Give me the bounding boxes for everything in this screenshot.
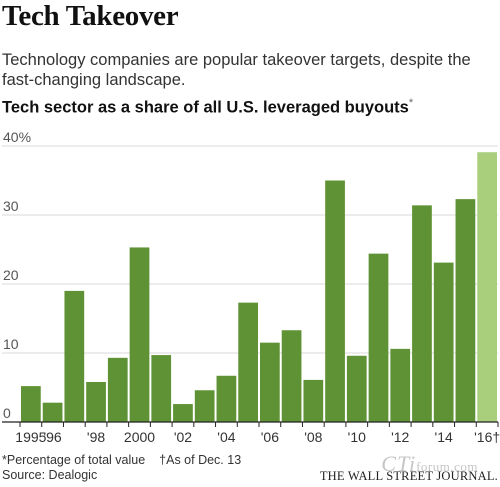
bar-2000 [129, 247, 150, 422]
y-tick-label: 10 [3, 336, 19, 352]
y-tick-label: 20 [3, 267, 19, 283]
bar-2015 [455, 199, 476, 422]
footnote-percentage: *Percentage of total value [2, 453, 146, 467]
x-tick-label: '02 [174, 429, 192, 445]
chart-heading-footnote-mark: * [408, 97, 414, 109]
bar-2012 [390, 348, 411, 422]
watermark-logo-text: CTi [381, 451, 417, 476]
bar-1999 [107, 357, 128, 422]
bar-2003 [194, 390, 215, 422]
bar-2002 [173, 404, 193, 422]
bar-2011 [368, 253, 389, 422]
chart-title: Tech Takeover [2, 0, 179, 32]
bar-2006 [260, 342, 280, 422]
bar-2001 [151, 355, 172, 422]
y-tick-label: 30 [3, 198, 19, 214]
bar-2016 [477, 152, 497, 422]
watermark-domain: forum.com [416, 459, 478, 474]
bar-1996 [42, 402, 63, 422]
bar-2013 [412, 205, 432, 422]
y-tick-label: 0 [3, 405, 11, 421]
x-tick-label: '08 [304, 429, 322, 445]
bar-2008 [303, 379, 324, 422]
x-tick-label: '04 [217, 429, 235, 445]
x-tick-label: 1995 [15, 429, 46, 445]
bar-chart: 0 10 20 30 40% 1995'96 '98 2000 '02 '04 '06 '08 '10 '… [2, 129, 500, 445]
bar-2004 [216, 375, 237, 422]
bar-2009 [325, 180, 345, 422]
x-tick-label: '96 [43, 429, 61, 445]
publisher-credit: THE WALL STREET JOURNAL. [319, 469, 498, 483]
chart-subtitle: Technology companies are popular takeove… [2, 51, 471, 89]
bar-2007 [281, 330, 302, 422]
x-tick-label: '14 [435, 429, 453, 445]
bar-2014 [433, 262, 454, 422]
x-tick-label: '06 [261, 429, 279, 445]
bar-1998 [86, 381, 106, 422]
chart-heading: Tech sector as a share of all U.S. lever… [2, 97, 413, 118]
x-tick-label: '12 [391, 429, 409, 445]
source-note: Source: Dealogic [2, 468, 98, 482]
footnote-as-of: †As of Dec. 13 [159, 453, 242, 467]
bar-1997 [64, 290, 85, 422]
y-tick-label: 40% [3, 129, 31, 145]
x-tick-label: '98 [87, 429, 105, 445]
watermark-logo: CTiforum.com [381, 451, 478, 477]
x-tick-label: '16† [474, 429, 500, 445]
chart-heading-text: Tech sector as a share of all U.S. lever… [2, 98, 409, 117]
bar-2010 [346, 355, 367, 422]
footnotes: *Percentage of total value †As of Dec. 13 [2, 452, 241, 468]
x-tick-label: '10 [348, 429, 366, 445]
bar-1995 [21, 386, 41, 422]
bar-2005 [238, 302, 258, 422]
x-tick-label: 2000 [124, 429, 155, 445]
